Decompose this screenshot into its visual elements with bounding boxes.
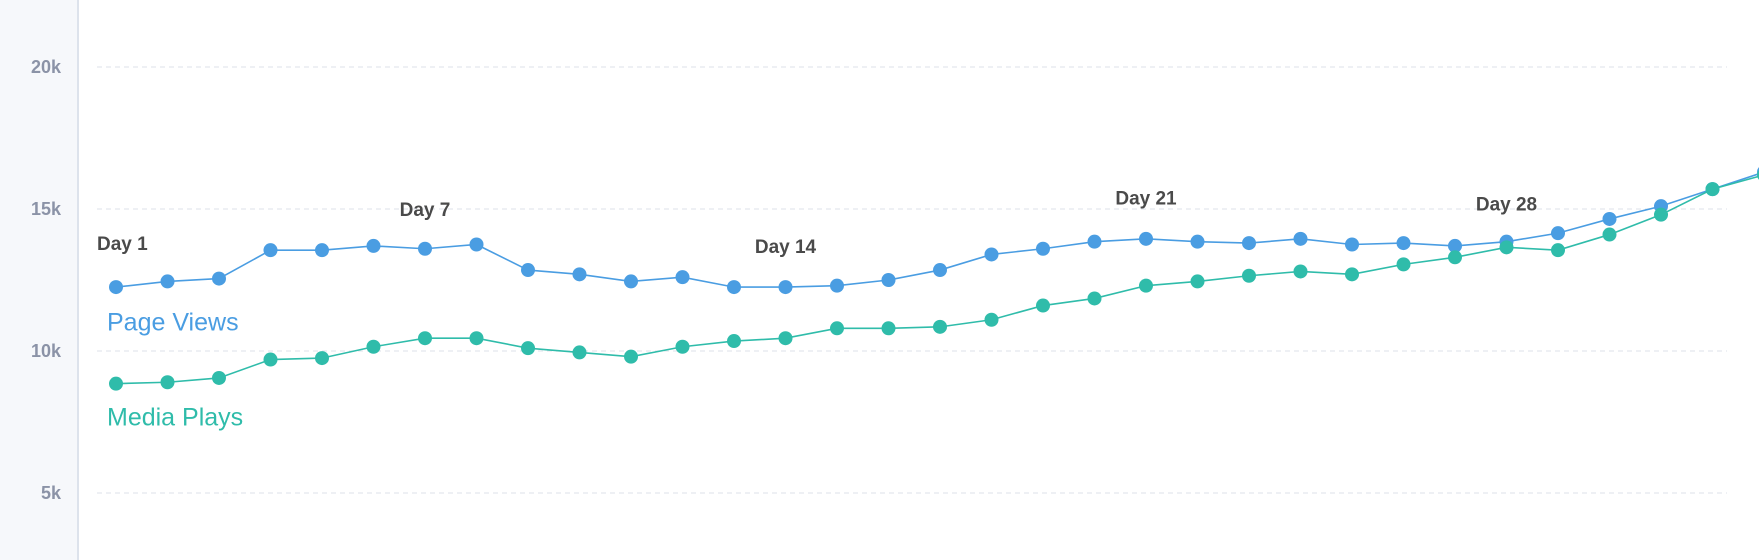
- data-point: [933, 319, 947, 334]
- data-point: [1654, 207, 1668, 222]
- data-point: [1551, 243, 1565, 258]
- data-point: [572, 345, 587, 360]
- data-point: [366, 339, 381, 354]
- data-point: [1551, 226, 1565, 241]
- data-point: [1293, 231, 1308, 246]
- data-point: [1190, 234, 1205, 249]
- y-tick-label: 20k: [31, 57, 62, 77]
- data-point: [1087, 234, 1102, 249]
- data-point: [366, 238, 381, 253]
- data-point: [984, 247, 999, 262]
- y-tick-label: 15k: [31, 199, 62, 219]
- y-tick-label: 5k: [41, 483, 62, 503]
- data-point: [521, 341, 535, 356]
- series-label: Media Plays: [107, 404, 243, 432]
- data-point: [1396, 236, 1411, 251]
- data-point: [1139, 278, 1153, 293]
- data-point: [881, 273, 896, 287]
- data-point: [1602, 211, 1617, 226]
- data-point: [1242, 236, 1256, 251]
- data-point: [315, 243, 329, 258]
- data-point: [727, 280, 741, 295]
- data-point: [1448, 238, 1462, 253]
- data-point: [469, 331, 484, 346]
- data-point: [212, 271, 226, 286]
- day-label: Day 21: [1115, 189, 1177, 210]
- data-point: [160, 274, 175, 289]
- data-point: [1602, 227, 1617, 242]
- series-label: Page Views: [107, 309, 239, 337]
- data-point: [418, 241, 432, 256]
- data-point: [624, 349, 638, 364]
- data-point: [830, 321, 844, 336]
- data-point: [1036, 298, 1050, 313]
- data-point: [984, 312, 999, 327]
- data-point: [933, 263, 947, 278]
- data-point: [1345, 267, 1359, 282]
- data-point: [1139, 231, 1153, 246]
- data-point: [572, 267, 587, 282]
- data-point: [727, 334, 741, 349]
- data-point: [109, 280, 123, 295]
- data-point: [263, 243, 278, 258]
- day-label: Day 7: [400, 200, 451, 221]
- day-label: Day 28: [1476, 194, 1537, 215]
- day-label: Day 14: [755, 237, 817, 258]
- data-point: [778, 331, 793, 346]
- data-point: [675, 270, 690, 285]
- data-point: [1087, 291, 1102, 306]
- data-point: [1190, 274, 1205, 289]
- data-point: [1499, 240, 1514, 255]
- data-point: [469, 237, 484, 252]
- data-point: [315, 351, 329, 366]
- data-point: [1242, 268, 1256, 283]
- y-axis-panel: [0, 0, 78, 560]
- day-label: Day 1: [97, 234, 148, 255]
- data-point: [212, 370, 226, 385]
- data-point: [1396, 257, 1411, 272]
- data-point: [1345, 237, 1359, 252]
- data-point: [263, 352, 278, 367]
- data-point: [1705, 182, 1720, 197]
- data-point: [1448, 250, 1462, 265]
- data-point: [675, 339, 690, 354]
- data-point: [160, 375, 175, 390]
- data-point: [521, 263, 535, 278]
- data-point: [1036, 241, 1050, 256]
- y-tick-label: 10k: [31, 341, 62, 361]
- data-point: [830, 278, 844, 293]
- data-point: [624, 274, 638, 289]
- data-point: [881, 321, 896, 336]
- data-point: [109, 376, 123, 391]
- data-point: [778, 280, 793, 295]
- data-point: [418, 331, 432, 346]
- data-point: [1293, 264, 1308, 279]
